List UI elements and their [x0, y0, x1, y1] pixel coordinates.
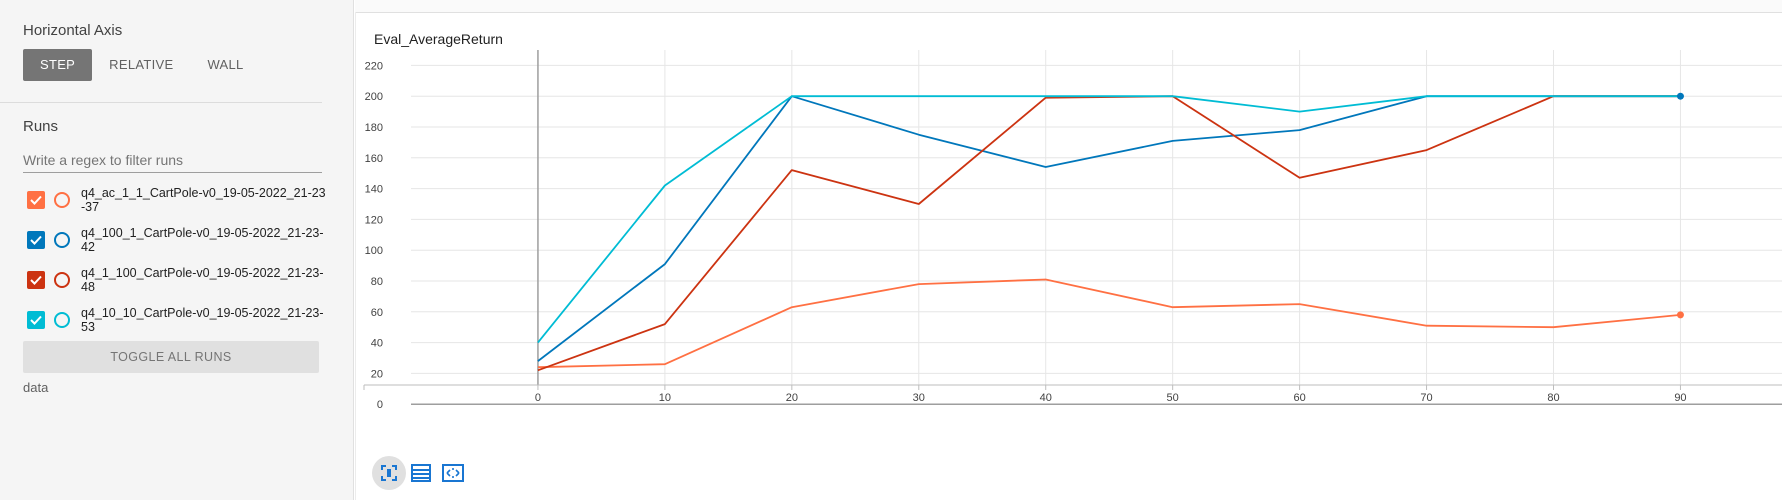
run-label: q4_1_100_CartPole-v0_19-05-2022_21-23-48: [81, 266, 324, 294]
x-tick-label: 10: [659, 392, 671, 404]
series-line: [537, 95, 1681, 372]
run-row: q4_100_1_CartPole-v0_19-05-2022_21-23-42: [27, 224, 327, 256]
horizontal-axis-title: Horizontal Axis: [23, 22, 123, 39]
x-tick-label: 50: [1167, 392, 1179, 404]
y-tick-label: 140: [365, 184, 383, 196]
checkmark-icon: [30, 235, 42, 245]
run-checkbox[interactable]: [27, 311, 45, 329]
run-checkbox[interactable]: [27, 271, 45, 289]
series-endpoint: [1676, 92, 1684, 100]
run-filter-input[interactable]: [23, 148, 322, 173]
run-radio[interactable]: [54, 312, 70, 328]
series-endpoint: [1676, 311, 1684, 319]
toggle-all-runs-button[interactable]: TOGGLE ALL RUNS: [23, 341, 319, 373]
y-tick-label: 120: [365, 214, 383, 226]
y-tick-label: 80: [371, 276, 383, 288]
y-tick-label: 200: [365, 91, 383, 103]
run-row: q4_1_100_CartPole-v0_19-05-2022_21-23-48: [27, 264, 327, 296]
fit-domain-icon[interactable]: [372, 456, 406, 490]
sidebar: Horizontal Axis STEP RELATIVE WALL Runs …: [0, 0, 354, 500]
x-tick-label: 80: [1547, 392, 1559, 404]
expand-icon[interactable]: [436, 456, 470, 490]
run-label: q4_100_1_CartPole-v0_19-05-2022_21-23-42: [81, 226, 324, 254]
card-left-edge: [355, 12, 356, 500]
x-tick-label: 90: [1674, 392, 1686, 404]
checkmark-icon: [30, 315, 42, 325]
run-radio[interactable]: [54, 192, 70, 208]
y-tick-label: 40: [371, 338, 383, 350]
x-tick-label: 20: [786, 392, 798, 404]
runs-title: Runs: [23, 118, 59, 135]
run-row: q4_10_10_CartPole-v0_19-05-2022_21-23-53: [27, 304, 327, 336]
x-tick-label: 70: [1420, 392, 1432, 404]
y-tick-label: 220: [365, 60, 383, 72]
series-line: [537, 95, 1681, 362]
y-tick-label: 0: [377, 399, 383, 411]
y-tick-label: 180: [365, 122, 383, 134]
series-line: [537, 95, 1681, 344]
horizontal-axis-selector: STEP RELATIVE WALL: [23, 49, 261, 81]
y-tick-label: 100: [365, 245, 383, 257]
run-checkbox[interactable]: [27, 191, 45, 209]
run-label: q4_ac_1_1_CartPole-v0_19-05-2022_21-23-3…: [81, 186, 326, 214]
divider: [0, 102, 322, 103]
y-tick-label: 20: [371, 368, 383, 380]
checkmark-icon: [30, 195, 42, 205]
checkmark-icon: [30, 275, 42, 285]
series-line: [537, 278, 1681, 369]
data-label: data: [23, 380, 49, 395]
line-chart[interactable]: 0 10 20 30 40 50 60 70 80 90 0 20 40 60 80 100 120 140 160…: [356, 50, 1782, 455]
x-tick-label: 30: [913, 392, 925, 404]
run-radio[interactable]: [54, 232, 70, 248]
x-tick-label: 0: [535, 392, 541, 404]
axis-step-button[interactable]: STEP: [23, 49, 93, 81]
axis-wall-button[interactable]: WALL: [207, 57, 244, 72]
run-label: q4_10_10_CartPole-v0_19-05-2022_21-23-53: [81, 306, 324, 334]
run-row: q4_ac_1_1_CartPole-v0_19-05-2022_21-23-3…: [27, 184, 327, 216]
y-tick-label: 60: [371, 307, 383, 319]
axis-relative-button[interactable]: RELATIVE: [109, 57, 174, 72]
data-table-icon[interactable]: [404, 456, 438, 490]
card-top-edge: [355, 0, 1782, 13]
chart-title: Eval_AverageReturn: [374, 31, 503, 47]
x-tick-label: 40: [1040, 392, 1052, 404]
x-tick-label: 60: [1293, 392, 1305, 404]
run-checkbox[interactable]: [27, 231, 45, 249]
y-tick-label: 160: [365, 153, 383, 165]
run-radio[interactable]: [54, 272, 70, 288]
